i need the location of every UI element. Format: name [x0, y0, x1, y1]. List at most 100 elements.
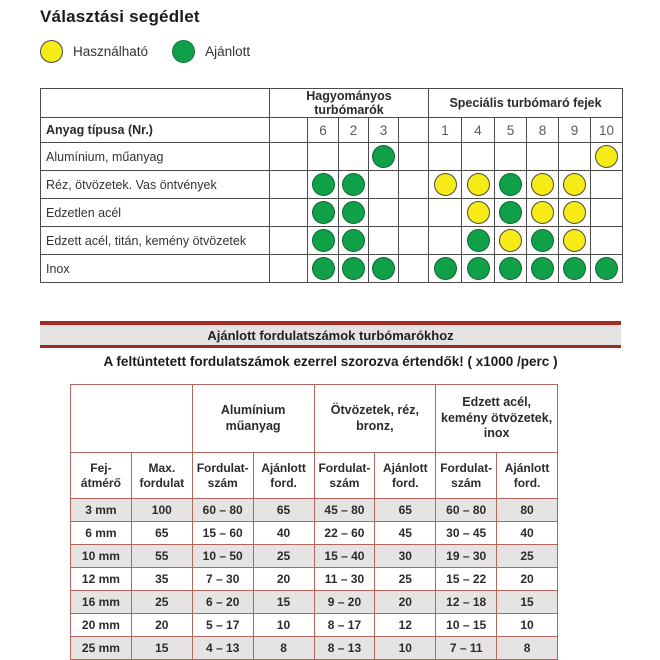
speed-value-cell: 10: [374, 636, 437, 660]
speed-value-cell: 45 – 80: [313, 498, 376, 522]
selection-cell: [269, 254, 308, 283]
speed-value-cell: 12 – 18: [435, 590, 498, 614]
speed-value-cell: 8: [252, 636, 315, 660]
selection-cell: [269, 198, 308, 227]
material-label: Réz, ötvözetek. Vas öntvények: [40, 170, 270, 199]
recommended-dot-icon: [311, 173, 335, 196]
speed-group-header-row: Alumínium műanyag Ötvözetek, réz, bronz, E…: [70, 384, 558, 453]
recommended-dot-icon: [342, 173, 365, 196]
selection-cell: [269, 142, 308, 171]
head-diameter-cell: 3 mm: [70, 498, 132, 522]
speed-value-cell: 20: [130, 613, 193, 637]
speed-column-header-5: Fordulat- szám: [313, 452, 376, 499]
usable-dot-icon: [563, 229, 586, 252]
selection-table: Hagyományos turbómarók Speciális turbómar…: [40, 88, 624, 283]
speed-value-cell: 40: [252, 521, 315, 545]
selection-cell: [398, 142, 429, 171]
tool-number-header-2: 6: [307, 117, 339, 143]
selection-cell: [526, 170, 559, 199]
speed-value-cell: 5 – 17: [191, 613, 254, 637]
material-label: Edzett acél, titán, kemény ötvözetek: [40, 226, 270, 255]
selection-cell: [307, 170, 339, 199]
speed-value-cell: 65: [252, 498, 315, 522]
legend-item-recommended: Ajánlott: [172, 40, 250, 63]
speed-value-cell: 30 – 45: [435, 521, 498, 545]
tool-number-header-9: 8: [526, 117, 559, 143]
speed-value-cell: 25: [374, 567, 437, 591]
material-label: Inox: [40, 254, 270, 283]
legend: Használható Ajánlott: [40, 40, 250, 63]
usable-dot-icon: [531, 201, 554, 224]
speed-value-cell: 20: [374, 590, 437, 614]
recommended-dot-icon: [499, 173, 522, 196]
usable-dot-icon: [499, 229, 522, 252]
selection-group-header-row: Hagyományos turbómarók Speciális turbómar…: [40, 88, 624, 118]
tool-number-header-4: 3: [368, 117, 399, 143]
speed-column-header-6: Ajánlott ford.: [374, 452, 437, 499]
recommended-dot-icon: [311, 257, 335, 280]
selection-cell: [368, 198, 399, 227]
selection-corner-cell: [40, 88, 270, 118]
banner: Ajánlott fordulatszámok turbómarókhoz: [40, 321, 621, 348]
selection-cell: [428, 226, 462, 255]
speed-value-cell: 25: [130, 590, 193, 614]
tool-number-header-11: 10: [589, 117, 624, 143]
speed-value-cell: 12: [374, 613, 437, 637]
selection-cell: [589, 254, 624, 283]
speed-value-cell: 100: [130, 498, 193, 522]
speed-value-cell: 10: [496, 613, 558, 637]
material-row: Edzetlen acél: [40, 198, 624, 227]
banner-title: Ajánlott fordulatszámok turbómarókhoz: [40, 321, 621, 348]
selection-cell: [398, 170, 429, 199]
selection-cell: [338, 226, 369, 255]
selection-cell: [461, 254, 495, 283]
selection-cell: [558, 254, 591, 283]
usable-dot-icon: [466, 201, 490, 224]
speed-column-header-2: Max. fordulat: [130, 452, 193, 499]
selection-cell: [589, 142, 624, 171]
speed-column-header-4: Ajánlott ford.: [252, 452, 315, 499]
recommended-dot-icon: [372, 145, 395, 168]
selection-cell: [494, 198, 527, 227]
speed-value-cell: 10 – 50: [191, 544, 254, 568]
speed-data-row: 3 mm 100 60 – 80 65 45 – 80 65 60 – 80 80: [70, 498, 558, 522]
speed-value-cell: 25: [252, 544, 315, 568]
speed-value-cell: 60 – 80: [435, 498, 498, 522]
speed-column-header-7: Fordulat- szám: [435, 452, 498, 499]
selection-cell: [494, 170, 527, 199]
tool-number-header-1: [269, 117, 308, 143]
tool-number-header-3: 2: [338, 117, 369, 143]
speed-value-cell: 19 – 30: [435, 544, 498, 568]
selection-cell: [428, 170, 462, 199]
selection-group-header-2: Speciális turbómaró fejek: [427, 88, 624, 118]
banner-subtitle: A feltüntetett fordulatszámok ezerrel sz…: [103, 354, 558, 369]
selection-cell: [558, 170, 591, 199]
selection-cell: [589, 226, 624, 255]
selection-cell: [526, 142, 559, 171]
selection-cell: [338, 142, 369, 171]
speed-value-cell: 9 – 20: [313, 590, 376, 614]
recommended-dot-icon: [499, 201, 522, 224]
material-row: Réz, ötvözetek. Vas öntvények: [40, 170, 624, 199]
speed-value-cell: 20: [496, 567, 558, 591]
selection-cell: [398, 198, 429, 227]
speed-value-cell: 30: [374, 544, 437, 568]
speed-value-cell: 6 – 20: [191, 590, 254, 614]
material-row: Alumínium, műanyag: [40, 142, 624, 171]
speed-value-cell: 15 – 40: [313, 544, 376, 568]
selection-cell: [368, 226, 399, 255]
speed-table: Alumínium műanyag Ötvözetek, réz, bronz, E…: [70, 384, 558, 660]
speed-value-cell: 15 – 60: [191, 521, 254, 545]
selection-cell: [558, 226, 591, 255]
selection-cell: [558, 142, 591, 171]
selection-cell: [368, 170, 399, 199]
speed-group-header-1: Alumínium műanyag: [191, 384, 315, 453]
speed-value-cell: 15: [496, 590, 558, 614]
selection-cell: [307, 254, 339, 283]
head-diameter-cell: 16 mm: [70, 590, 132, 614]
speed-data-row: 6 mm 65 15 – 60 40 22 – 60 45 30 – 45 40: [70, 521, 558, 545]
selection-cell: [461, 198, 495, 227]
speed-group-header-2: Ötvözetek, réz, bronz,: [313, 384, 437, 453]
legend-item-usable: Használható: [40, 40, 148, 63]
tool-number-header-8: 5: [494, 117, 527, 143]
